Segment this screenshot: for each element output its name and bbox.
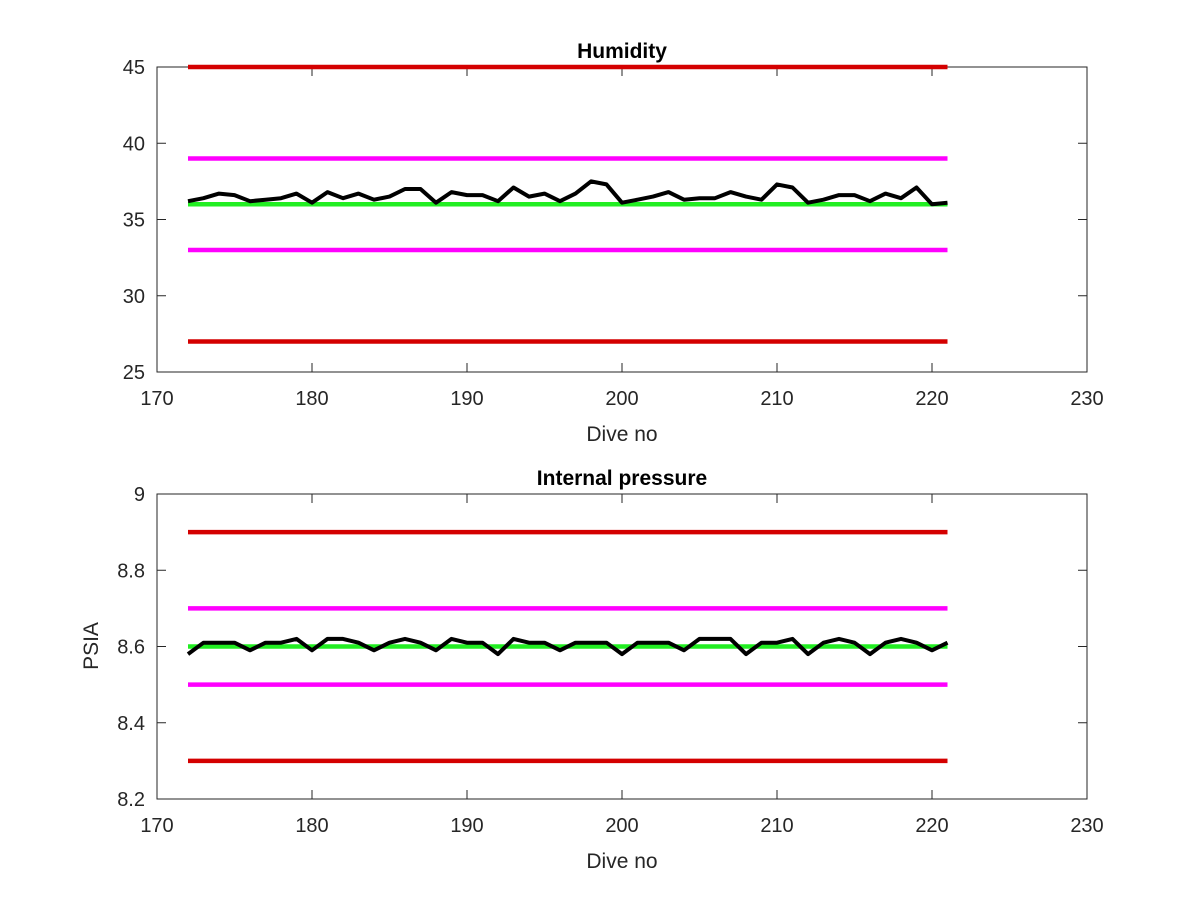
pressure-x-tick-label: 180 xyxy=(295,815,328,837)
pressure-y-tick-label: 8.6 xyxy=(117,637,145,659)
pressure-x-tick-label: 200 xyxy=(605,815,638,837)
humidity-data-line xyxy=(187,179,948,207)
pressure-data-line xyxy=(186,636,949,657)
humidity-x-tick-label: 210 xyxy=(760,388,793,410)
humidity-x-tick-label: 180 xyxy=(295,388,328,410)
pressure-y-tick-label: 9 xyxy=(134,484,145,506)
humidity-panel: Humidity Dive no 170 180 190 200 210 220 230 25… xyxy=(123,40,1104,446)
humidity-x-axis-label: Dive no xyxy=(586,423,657,446)
pressure-x-tick-label: 230 xyxy=(1070,815,1103,837)
humidity-y-tick-label: 25 xyxy=(123,362,145,384)
humidity-series-lines xyxy=(187,64,948,344)
humidity-x-tick-label: 220 xyxy=(915,388,948,410)
humidity-x-tick-label: 170 xyxy=(140,388,173,410)
humidity-x-tick-label: 190 xyxy=(450,388,483,410)
pressure-x-tick-label: 210 xyxy=(760,815,793,837)
pressure-series-lines xyxy=(186,529,949,764)
internal-pressure-panel: Internal pressure Dive no PSIA 170 180 190… xyxy=(80,467,1104,873)
pressure-x-tick-label: 220 xyxy=(915,815,948,837)
humidity-plot-area xyxy=(156,66,1088,373)
pressure-axis-ticks: 170 180 190 200 210 220 230 8.2 8.4 8.6 8.8 9 xyxy=(117,484,1104,837)
pressure-x-axis-label: Dive no xyxy=(586,850,657,873)
humidity-y-tick-label: 40 xyxy=(123,133,145,155)
pressure-x-tick-label: 190 xyxy=(450,815,483,837)
humidity-chart-title: Humidity xyxy=(577,40,667,63)
humidity-y-tick-label: 45 xyxy=(123,57,145,79)
humidity-x-tick-label: 230 xyxy=(1070,388,1103,410)
humidity-y-tick-label: 30 xyxy=(123,286,145,308)
pressure-x-tick-label: 170 xyxy=(140,815,173,837)
pressure-y-axis-label: PSIA xyxy=(80,622,103,670)
pressure-y-tick-label: 8.2 xyxy=(117,789,145,811)
humidity-axis-ticks: 170 180 190 200 210 220 230 25 30 35 40 45 xyxy=(123,57,1104,410)
humidity-y-tick-label: 35 xyxy=(123,210,145,232)
pressure-chart-title: Internal pressure xyxy=(537,467,707,490)
humidity-x-tick-label: 200 xyxy=(605,388,638,410)
pressure-y-tick-label: 8.4 xyxy=(117,713,145,735)
pressure-y-tick-label: 8.8 xyxy=(117,560,145,582)
